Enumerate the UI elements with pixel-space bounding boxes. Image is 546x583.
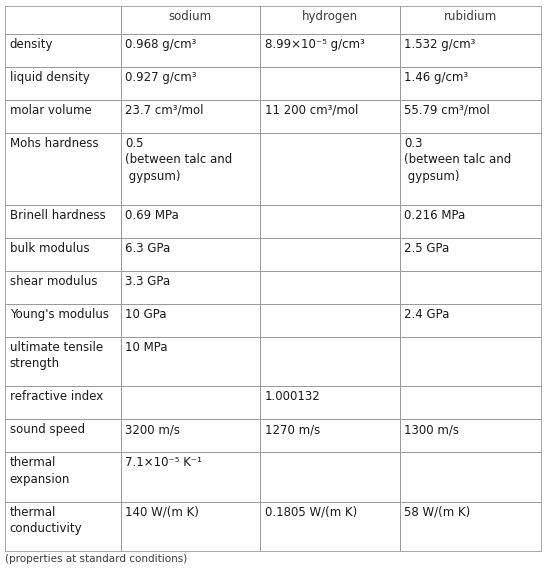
Bar [400,419,541,452]
Bar [400,337,541,387]
Text: 2.4 GPa: 2.4 GPa [404,308,449,321]
Text: 0.216 MPa: 0.216 MPa [404,209,465,222]
Text: 8.99×10⁻⁵ g/cm³: 8.99×10⁻⁵ g/cm³ [264,38,364,51]
Bar [121,238,260,271]
Text: density: density [10,38,54,51]
Bar [260,271,400,304]
Bar [260,387,400,419]
Bar [5,419,121,452]
Bar [400,34,541,67]
Text: ultimate tensile
strength: ultimate tensile strength [10,341,103,370]
Bar [121,6,260,34]
Text: 10 MPa: 10 MPa [125,341,168,354]
Bar [5,387,121,419]
Bar [5,337,121,387]
Text: 1.46 g/cm³: 1.46 g/cm³ [404,71,468,84]
Bar [260,304,400,337]
Text: 6.3 GPa: 6.3 GPa [125,242,170,255]
Text: 1.532 g/cm³: 1.532 g/cm³ [404,38,476,51]
Text: thermal
expansion: thermal expansion [10,456,70,486]
Text: 7.1×10⁻⁵ K⁻¹: 7.1×10⁻⁵ K⁻¹ [125,456,202,469]
Text: 140 W/(m K): 140 W/(m K) [125,505,199,519]
Bar [400,501,541,551]
Text: 23.7 cm³/mol: 23.7 cm³/mol [125,104,203,117]
Text: hydrogen: hydrogen [302,10,358,23]
Bar [260,100,400,133]
Text: 10 GPa: 10 GPa [125,308,167,321]
Bar [260,337,400,387]
Bar [121,205,260,238]
Bar [400,452,541,501]
Text: 0.69 MPa: 0.69 MPa [125,209,179,222]
Text: 1.000132: 1.000132 [264,391,321,403]
Text: 55.79 cm³/mol: 55.79 cm³/mol [404,104,490,117]
Bar [260,238,400,271]
Bar [260,34,400,67]
Bar [5,452,121,501]
Bar [400,133,541,205]
Bar [121,501,260,551]
Bar [5,67,121,100]
Text: 0.5
(between talc and
 gypsum): 0.5 (between talc and gypsum) [125,137,232,182]
Text: 3.3 GPa: 3.3 GPa [125,275,170,288]
Bar [5,304,121,337]
Text: bulk modulus: bulk modulus [10,242,90,255]
Text: sodium: sodium [169,10,212,23]
Bar [121,304,260,337]
Text: 0.1805 W/(m K): 0.1805 W/(m K) [264,505,357,519]
Bar [121,67,260,100]
Bar [5,501,121,551]
Bar [121,34,260,67]
Bar [400,100,541,133]
Bar [5,205,121,238]
Bar [121,452,260,501]
Text: rubidium: rubidium [443,10,497,23]
Bar [5,100,121,133]
Bar [121,271,260,304]
Text: refractive index: refractive index [10,391,103,403]
Bar [5,34,121,67]
Text: thermal
conductivity: thermal conductivity [10,505,82,535]
Bar [260,67,400,100]
Bar [260,133,400,205]
Text: Brinell hardness: Brinell hardness [10,209,105,222]
Text: 11 200 cm³/mol: 11 200 cm³/mol [264,104,358,117]
Bar [121,419,260,452]
Text: 0.3
(between talc and
 gypsum): 0.3 (between talc and gypsum) [404,137,512,182]
Bar [260,419,400,452]
Text: shear modulus: shear modulus [10,275,97,288]
Bar [260,6,400,34]
Bar [5,6,121,34]
Bar [121,133,260,205]
Text: 0.968 g/cm³: 0.968 g/cm³ [125,38,196,51]
Bar [5,133,121,205]
Text: 2.5 GPa: 2.5 GPa [404,242,449,255]
Text: 1300 m/s: 1300 m/s [404,423,459,436]
Text: 0.927 g/cm³: 0.927 g/cm³ [125,71,197,84]
Bar [400,67,541,100]
Bar [400,238,541,271]
Text: 58 W/(m K): 58 W/(m K) [404,505,471,519]
Bar [5,238,121,271]
Text: (properties at standard conditions): (properties at standard conditions) [5,554,188,564]
Bar [5,271,121,304]
Text: 1270 m/s: 1270 m/s [264,423,320,436]
Bar [121,337,260,387]
Bar [400,387,541,419]
Bar [260,205,400,238]
Text: Young's modulus: Young's modulus [10,308,109,321]
Bar [400,271,541,304]
Bar [400,6,541,34]
Bar [260,452,400,501]
Bar [121,387,260,419]
Bar [121,100,260,133]
Bar [400,304,541,337]
Text: Mohs hardness: Mohs hardness [10,137,98,150]
Text: liquid density: liquid density [10,71,90,84]
Text: molar volume: molar volume [10,104,92,117]
Text: sound speed: sound speed [10,423,85,436]
Bar [260,501,400,551]
Text: 3200 m/s: 3200 m/s [125,423,180,436]
Bar [400,205,541,238]
